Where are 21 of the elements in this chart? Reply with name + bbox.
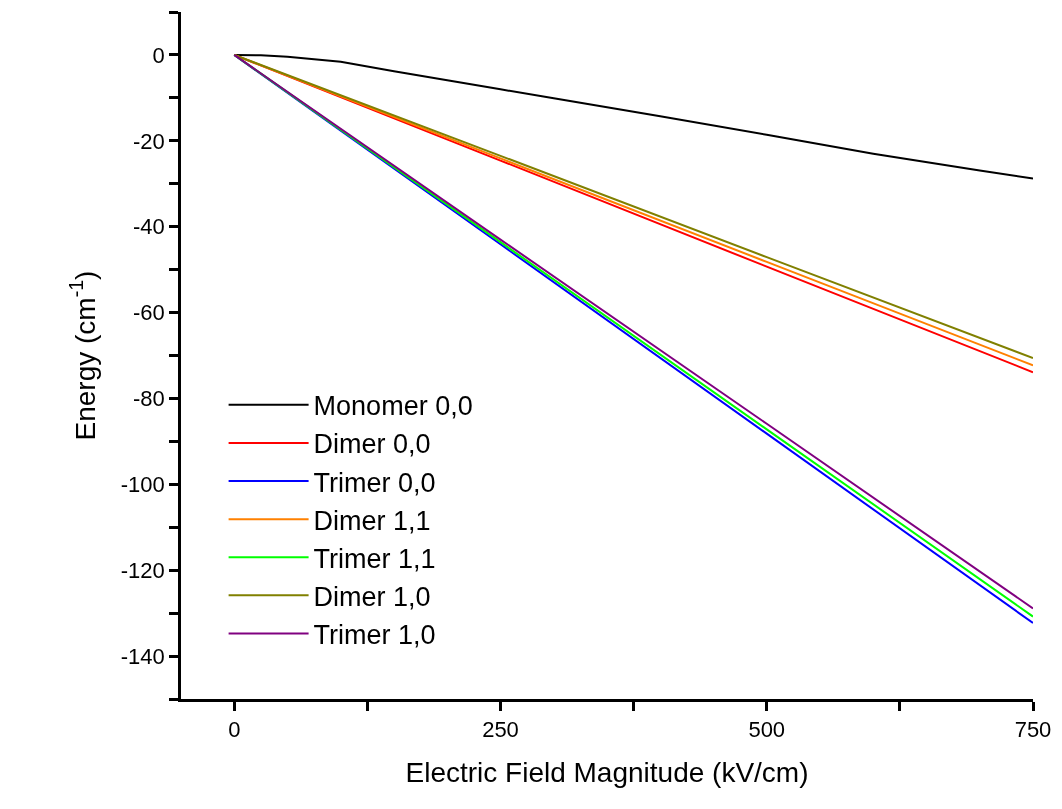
x-tick-label: 750 bbox=[1014, 717, 1052, 743]
y-tick-label: -40 bbox=[133, 214, 165, 240]
legend-label: Trimer 0,0 bbox=[313, 467, 436, 498]
y-tick-label: -60 bbox=[133, 300, 165, 326]
y-tick-label: 0 bbox=[152, 42, 165, 68]
legend-label: Trimer 1,0 bbox=[313, 619, 436, 650]
y-tick-label: -100 bbox=[120, 472, 165, 498]
y-tick-label: -80 bbox=[133, 386, 165, 412]
x-tick-label: 0 bbox=[228, 717, 241, 743]
y-tick-label: -140 bbox=[120, 643, 165, 669]
legend-label: Monomer 0,0 bbox=[313, 391, 473, 422]
legend-label: Dimer 1,0 bbox=[313, 581, 431, 612]
x-axis-title: Electric Field Magnitude (kV/cm) bbox=[405, 757, 809, 789]
y-tick-label: -120 bbox=[120, 557, 165, 583]
x-tick-label: 500 bbox=[748, 717, 786, 743]
legend-label: Dimer 1,1 bbox=[313, 505, 431, 536]
legend-label: Dimer 0,0 bbox=[313, 429, 431, 460]
legend-label: Trimer 1,1 bbox=[313, 543, 436, 574]
x-tick-label: 250 bbox=[482, 717, 519, 743]
line-series bbox=[233, 53, 1033, 180]
y-tick-label: -20 bbox=[133, 128, 165, 154]
